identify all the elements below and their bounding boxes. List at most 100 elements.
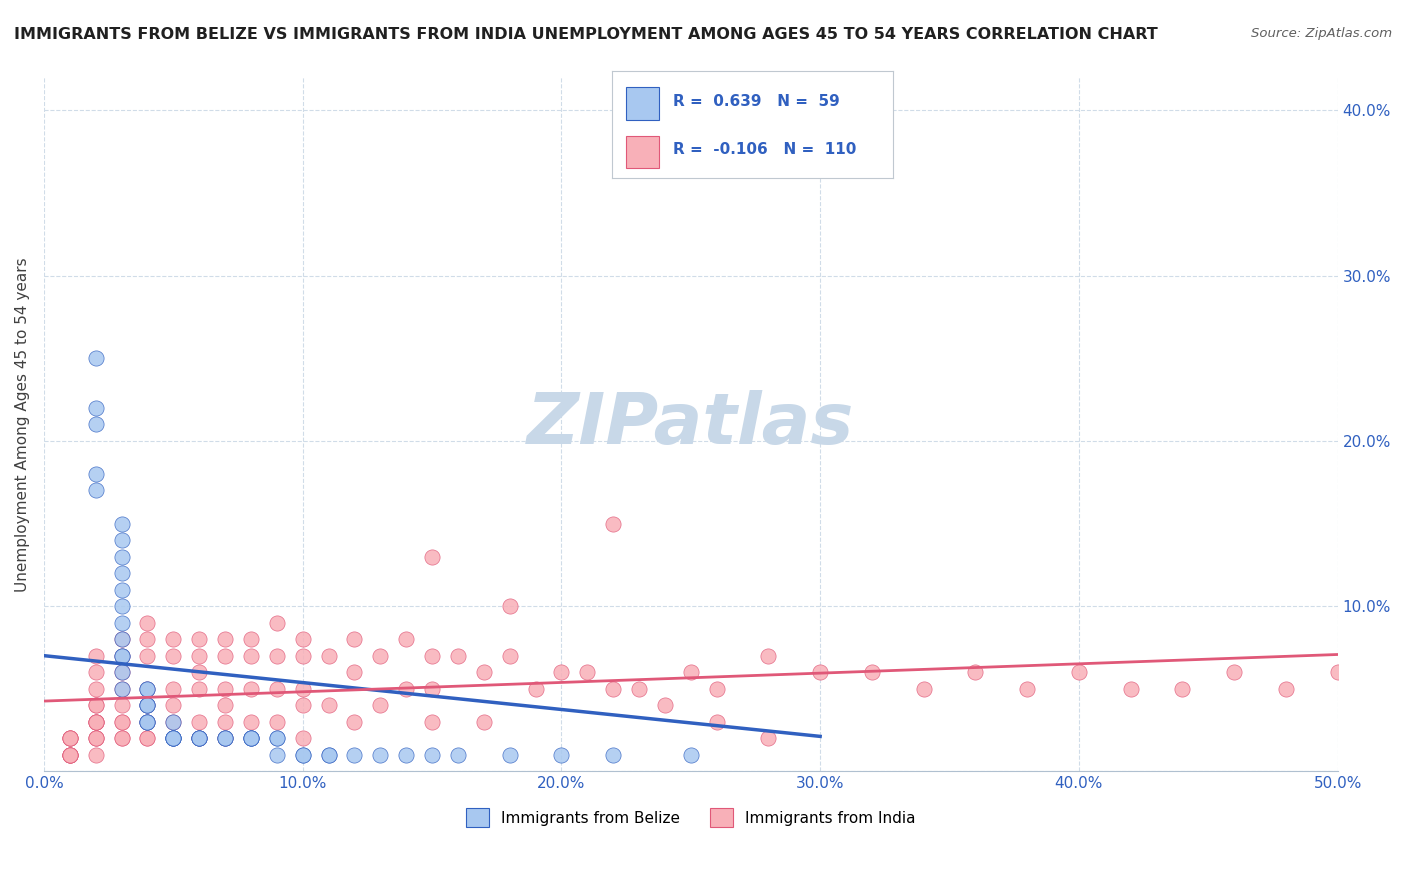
Point <box>162 731 184 746</box>
Point <box>188 731 211 746</box>
Point <box>110 648 132 663</box>
Point <box>110 582 132 597</box>
Point <box>420 549 443 564</box>
Point <box>84 747 107 762</box>
Point <box>266 648 288 663</box>
Point <box>266 747 288 762</box>
Point <box>110 714 132 729</box>
Point <box>136 714 159 729</box>
Point <box>395 681 418 696</box>
Text: IMMIGRANTS FROM BELIZE VS IMMIGRANTS FROM INDIA UNEMPLOYMENT AMONG AGES 45 TO 54: IMMIGRANTS FROM BELIZE VS IMMIGRANTS FRO… <box>14 27 1157 42</box>
Point <box>188 632 211 647</box>
Point <box>84 401 107 415</box>
Point <box>84 714 107 729</box>
Point <box>266 681 288 696</box>
Point <box>110 681 132 696</box>
Point <box>318 747 340 762</box>
Point <box>420 648 443 663</box>
Point <box>758 648 780 663</box>
Bar <box>626 136 659 168</box>
Point <box>84 417 107 432</box>
Point <box>84 714 107 729</box>
Point <box>368 698 391 713</box>
Point <box>550 747 572 762</box>
Point <box>860 665 883 680</box>
Point <box>59 747 82 762</box>
Point <box>214 731 236 746</box>
Point <box>291 731 314 746</box>
Point <box>447 648 470 663</box>
Point <box>679 665 702 680</box>
Point <box>602 681 624 696</box>
Point <box>162 731 184 746</box>
Point <box>420 747 443 762</box>
Point <box>368 648 391 663</box>
Point <box>524 681 547 696</box>
Point <box>654 698 676 713</box>
Y-axis label: Unemployment Among Ages 45 to 54 years: Unemployment Among Ages 45 to 54 years <box>15 257 30 591</box>
Point <box>84 714 107 729</box>
Text: ZIPatlas: ZIPatlas <box>527 390 855 458</box>
Point <box>266 731 288 746</box>
Point <box>84 731 107 746</box>
Point <box>239 681 262 696</box>
Point <box>59 747 82 762</box>
Point <box>706 681 728 696</box>
Text: R =  -0.106   N =  110: R = -0.106 N = 110 <box>673 142 856 157</box>
Point <box>266 615 288 630</box>
Point <box>136 681 159 696</box>
Point <box>162 731 184 746</box>
Point <box>239 731 262 746</box>
Point <box>965 665 987 680</box>
Point <box>318 648 340 663</box>
Point <box>162 681 184 696</box>
Point <box>136 698 159 713</box>
Point <box>136 681 159 696</box>
Point <box>1067 665 1090 680</box>
Point <box>59 731 82 746</box>
Point <box>136 698 159 713</box>
Point <box>239 632 262 647</box>
Point <box>110 599 132 614</box>
Point <box>136 714 159 729</box>
Point <box>343 632 366 647</box>
Point <box>266 731 288 746</box>
Point <box>59 747 82 762</box>
Point <box>136 731 159 746</box>
Point <box>679 747 702 762</box>
Point <box>214 714 236 729</box>
Point <box>1275 681 1298 696</box>
Point <box>214 681 236 696</box>
Point <box>110 632 132 647</box>
Point <box>110 665 132 680</box>
Point <box>318 698 340 713</box>
Point <box>59 731 82 746</box>
Point <box>472 665 495 680</box>
Point <box>188 731 211 746</box>
Point <box>188 714 211 729</box>
Point <box>602 747 624 762</box>
Point <box>136 648 159 663</box>
Point <box>84 681 107 696</box>
Point <box>239 731 262 746</box>
Point <box>214 731 236 746</box>
Point <box>550 665 572 680</box>
Point <box>239 714 262 729</box>
Point <box>576 665 599 680</box>
Point <box>343 665 366 680</box>
Point <box>395 747 418 762</box>
Point <box>214 698 236 713</box>
Point <box>162 632 184 647</box>
Point <box>214 632 236 647</box>
Bar <box>626 87 659 120</box>
Point <box>291 632 314 647</box>
Legend: Immigrants from Belize, Immigrants from India: Immigrants from Belize, Immigrants from … <box>460 802 922 833</box>
Point <box>110 648 132 663</box>
Point <box>1119 681 1142 696</box>
Point <box>395 632 418 647</box>
Point <box>110 731 132 746</box>
Point <box>84 731 107 746</box>
Point <box>472 714 495 729</box>
Point <box>214 648 236 663</box>
Point <box>291 698 314 713</box>
